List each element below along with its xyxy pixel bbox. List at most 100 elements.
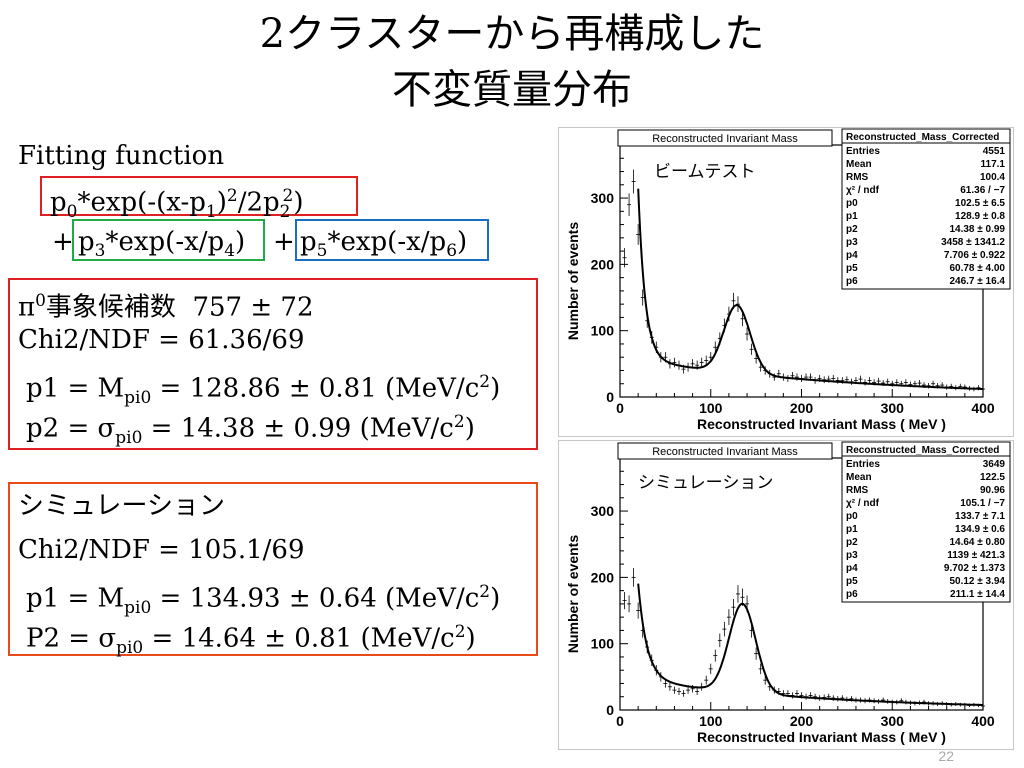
data-point: [672, 357, 677, 368]
data-point: [681, 690, 686, 697]
sim-result-box: [8, 482, 538, 656]
stats-value: 117.1: [981, 159, 1006, 170]
beam-histogram: Reconstructed Invariant Mass ビームテスト 0 100 20…: [558, 127, 1014, 441]
data-point: [858, 375, 863, 383]
data-point: [713, 649, 718, 662]
y-tick-label: 300: [591, 503, 615, 519]
stats-value: 105.1 / −7: [960, 498, 1005, 509]
beam-p2: p2 = σpi0 = 14.38 ± 0.99 (MeV/c2): [26, 412, 475, 448]
stats-label: p1: [846, 524, 858, 535]
exp-term-1-box: [72, 219, 265, 261]
x-tick-label: 400: [971, 713, 995, 729]
data-point: [695, 687, 700, 695]
beam-p1: p1 = Mpi0 = 128.86 ± 0.81 (MeV/c2): [26, 372, 501, 408]
chart-title: Reconstructed Invariant Mass: [652, 446, 798, 458]
stats-label: p5: [846, 576, 858, 587]
stats-value: 211.1 ± 14.4: [950, 589, 1005, 600]
data-point: [726, 609, 731, 626]
stats-value: 3649: [983, 459, 1006, 470]
stats-box: Reconstructed_Mass_Corrected Entries 4551 M…: [841, 128, 1011, 290]
data-point: [717, 633, 722, 648]
plus-sign-2: +: [273, 227, 295, 257]
data-point: [622, 592, 627, 610]
stats-name: Reconstructed_Mass_Corrected: [846, 132, 999, 143]
y-tick-label: 100: [591, 323, 615, 339]
page-number: 22: [938, 748, 954, 764]
exp-term-2: p5*exp(-x/p6): [300, 227, 468, 262]
stats-value: 9.702 ± 1.373: [944, 563, 1006, 574]
x-tick-label: 100: [699, 713, 723, 729]
data-point: [745, 327, 750, 341]
stats-value: 133.7 ± 7.1: [955, 511, 1005, 522]
data-point: [754, 353, 759, 364]
sim-p2: P2 = σpi0 = 14.64 ± 0.81 (MeV/c2): [26, 622, 476, 658]
chart-title: Reconstructed Invariant Mass: [652, 133, 798, 145]
chart-annotation: シミュレーション: [638, 473, 773, 492]
stats-value: 3458 ± 1341.2: [941, 237, 1005, 248]
gauss-term-box: [40, 176, 358, 216]
pi0-candidates: π0事象候補数 757 ± 72: [18, 291, 314, 323]
data-point: [713, 341, 718, 354]
fit-curve: [637, 188, 983, 390]
beam-result-box: [8, 278, 538, 450]
y-axis-label: Number of events: [565, 535, 581, 653]
stats-value: 102.5 ± 6.5: [955, 198, 1005, 209]
stats-value: 61.36 / −7: [960, 185, 1005, 196]
data-point: [876, 377, 881, 385]
stats-value: 60.78 ± 4.00: [949, 263, 1005, 274]
stats-label: Mean: [846, 159, 872, 170]
data-point: [754, 647, 759, 660]
stats-label: p6: [846, 589, 858, 600]
chart-title-box: Reconstructed Invariant Mass: [617, 442, 833, 460]
x-axis-label: Reconstructed Invariant Mass ( MeV ): [697, 729, 946, 745]
stats-value: 90.96: [980, 485, 1005, 496]
exp-term-2-box: [295, 219, 489, 261]
stats-label: p1: [846, 211, 858, 222]
data-point: [749, 343, 754, 355]
data-point: [735, 585, 740, 603]
x-tick-label: 200: [790, 400, 814, 416]
data-point: [758, 663, 763, 675]
stats-value: 100.4: [980, 172, 1005, 183]
data-point: [917, 380, 922, 387]
sim-label: シミュレーション: [18, 491, 225, 521]
data-point: [627, 193, 632, 216]
y-axis-label: Number of events: [565, 222, 581, 340]
x-tick-label: 200: [790, 713, 814, 729]
stats-label: p0: [846, 198, 858, 209]
y-tick-label: 0: [606, 702, 614, 718]
fit-curve: [637, 583, 983, 706]
sim-chi2: Chi2/NDF = 105.1/69: [18, 535, 305, 565]
sim-histogram: Reconstructed Invariant Mass シミュレーション 0 100…: [558, 440, 1014, 754]
stats-name: Reconstructed_Mass_Corrected: [846, 445, 999, 456]
stats-value: 7.706 ± 0.922: [944, 250, 1006, 261]
stats-label: Entries: [846, 146, 880, 157]
stats-value: 134.9 ± 0.6: [955, 524, 1005, 535]
x-tick-label: 400: [971, 400, 995, 416]
stats-value: 14.38 ± 0.99: [949, 224, 1005, 235]
data-point: [931, 380, 936, 387]
data-point: [708, 663, 713, 675]
data-point: [667, 682, 672, 691]
stats-label: p6: [846, 276, 858, 287]
data-point: [640, 289, 645, 306]
exp-term-1: p3*exp(-x/p4): [78, 227, 246, 262]
x-axis-label: Reconstructed Invariant Mass ( MeV ): [697, 416, 946, 432]
data-point: [704, 675, 709, 685]
stats-label: p2: [846, 537, 858, 548]
stats-label: χ² / ndf: [846, 185, 880, 196]
stats-frame: [841, 441, 1011, 603]
data-point: [636, 602, 641, 619]
data-point: [704, 355, 709, 366]
data-point: [722, 621, 727, 637]
data-point: [686, 686, 691, 694]
stats-box: Reconstructed_Mass_Corrected Entries 3649 M…: [841, 441, 1011, 603]
y-tick-label: 0: [606, 389, 614, 405]
stats-label: p2: [846, 224, 858, 235]
slide-title-line1: 2クラスターから再構成した: [259, 11, 765, 57]
fitting-function-label: Fitting function: [18, 141, 225, 171]
stats-label: p5: [846, 263, 858, 274]
y-tick-label: 200: [591, 569, 615, 585]
data-point: [672, 686, 677, 694]
data-point: [631, 169, 636, 194]
